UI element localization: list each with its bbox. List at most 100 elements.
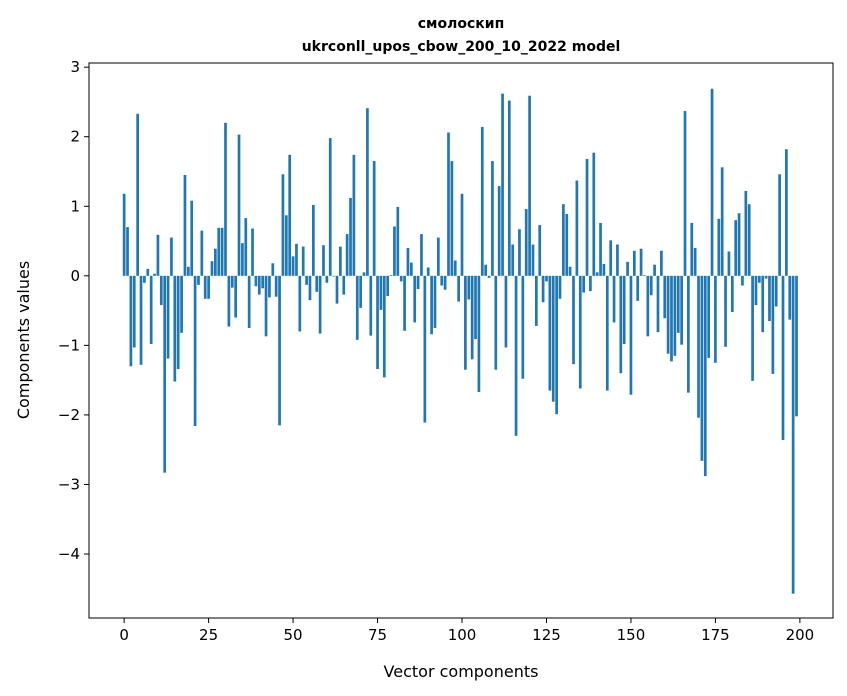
bar-175 xyxy=(714,275,717,363)
bar-111 xyxy=(497,186,501,276)
bar-149 xyxy=(626,261,629,276)
bar-5 xyxy=(139,275,143,365)
bar-140 xyxy=(595,272,599,276)
bar-180 xyxy=(730,275,734,312)
bar-191 xyxy=(768,275,771,322)
bar-29 xyxy=(220,227,224,276)
bar-186 xyxy=(751,275,754,381)
bar-101 xyxy=(464,275,467,370)
bar-179 xyxy=(727,251,731,276)
bar-16 xyxy=(176,275,180,370)
bar-177 xyxy=(720,167,724,276)
bar-110 xyxy=(494,275,498,370)
bar-56 xyxy=(311,204,315,276)
bar-105 xyxy=(477,275,481,392)
plot-frame xyxy=(88,62,834,619)
bar-137 xyxy=(585,158,589,276)
bar-15 xyxy=(173,275,177,382)
bar-53 xyxy=(301,246,305,276)
x-tick-label: 50 xyxy=(284,626,303,644)
bar-158 xyxy=(656,275,660,333)
bar-88 xyxy=(420,234,423,276)
x-tick-label: 200 xyxy=(786,626,815,644)
bar-165 xyxy=(680,275,683,345)
bar-176 xyxy=(717,218,721,276)
bar-183 xyxy=(741,275,744,286)
bar-82 xyxy=(399,275,403,282)
bar-195 xyxy=(781,275,785,440)
bar-168 xyxy=(690,222,694,276)
bar-150 xyxy=(629,275,633,395)
x-tick-label: 100 xyxy=(448,626,477,644)
bar-39 xyxy=(254,275,258,287)
bar-162 xyxy=(670,275,673,362)
bar-187 xyxy=(754,275,758,306)
bar-197 xyxy=(788,275,792,320)
x-tick-label: 0 xyxy=(119,626,129,644)
bar-108 xyxy=(487,275,491,278)
bar-131 xyxy=(565,213,569,276)
bar-98 xyxy=(453,260,457,276)
bar-93 xyxy=(437,237,440,276)
bar-156 xyxy=(649,275,653,296)
bar-28 xyxy=(217,227,221,276)
bar-21 xyxy=(193,275,197,427)
y-tick-label: −3 xyxy=(58,475,80,493)
bar-3 xyxy=(132,275,136,348)
x-axis-ticks: 0 25 50 75 100 125 150 175 200 xyxy=(119,618,814,644)
bar-6 xyxy=(143,275,146,283)
bar-190 xyxy=(764,275,768,279)
bar-2 xyxy=(129,275,133,367)
bar-121 xyxy=(531,244,535,276)
bar-57 xyxy=(315,275,319,292)
bar-106 xyxy=(480,126,484,276)
chart-title-line-1: смолоскип xyxy=(418,16,505,32)
bar-63 xyxy=(335,275,339,304)
bar-171 xyxy=(700,275,704,461)
bar-0 xyxy=(122,193,126,276)
bar-184 xyxy=(744,190,748,276)
bar-69 xyxy=(355,275,359,340)
bar-122 xyxy=(534,275,538,326)
bar-145 xyxy=(612,275,616,323)
bar-45 xyxy=(274,275,278,297)
bar-143 xyxy=(605,275,609,391)
y-tick-label: −2 xyxy=(58,406,80,424)
bar-126 xyxy=(548,275,552,391)
bar-148 xyxy=(622,275,626,344)
bar-27 xyxy=(214,248,217,276)
bar-44 xyxy=(271,263,275,276)
bar-73 xyxy=(369,275,373,336)
bar-60 xyxy=(325,275,329,283)
bar-48 xyxy=(284,215,288,276)
bar-112 xyxy=(501,93,504,276)
bar-34 xyxy=(237,134,241,276)
bar-199 xyxy=(795,275,798,417)
bar-66 xyxy=(345,234,349,276)
bar-13 xyxy=(166,275,170,359)
bar-113 xyxy=(504,275,508,348)
bar-49 xyxy=(288,154,292,276)
bar-83 xyxy=(403,275,406,331)
x-tick-label: 75 xyxy=(368,626,387,644)
bar-136 xyxy=(582,275,585,293)
y-tick-label: −1 xyxy=(58,336,80,354)
bar-103 xyxy=(470,275,474,360)
bar-19 xyxy=(186,266,190,276)
x-tick-label: 150 xyxy=(617,626,646,644)
bar-178 xyxy=(724,275,727,347)
bar-31 xyxy=(227,275,231,327)
bar-146 xyxy=(616,244,619,276)
bar-72 xyxy=(366,108,369,276)
bar-61 xyxy=(328,138,332,276)
bar-17 xyxy=(180,275,183,333)
bar-46 xyxy=(278,275,281,426)
bar-50 xyxy=(291,256,295,276)
bars-group xyxy=(122,88,798,594)
bar-181 xyxy=(734,220,738,276)
bar-182 xyxy=(737,213,741,276)
bar-159 xyxy=(660,250,663,276)
bar-147 xyxy=(619,275,623,374)
bar-119 xyxy=(524,209,528,276)
bar-81 xyxy=(396,206,400,276)
